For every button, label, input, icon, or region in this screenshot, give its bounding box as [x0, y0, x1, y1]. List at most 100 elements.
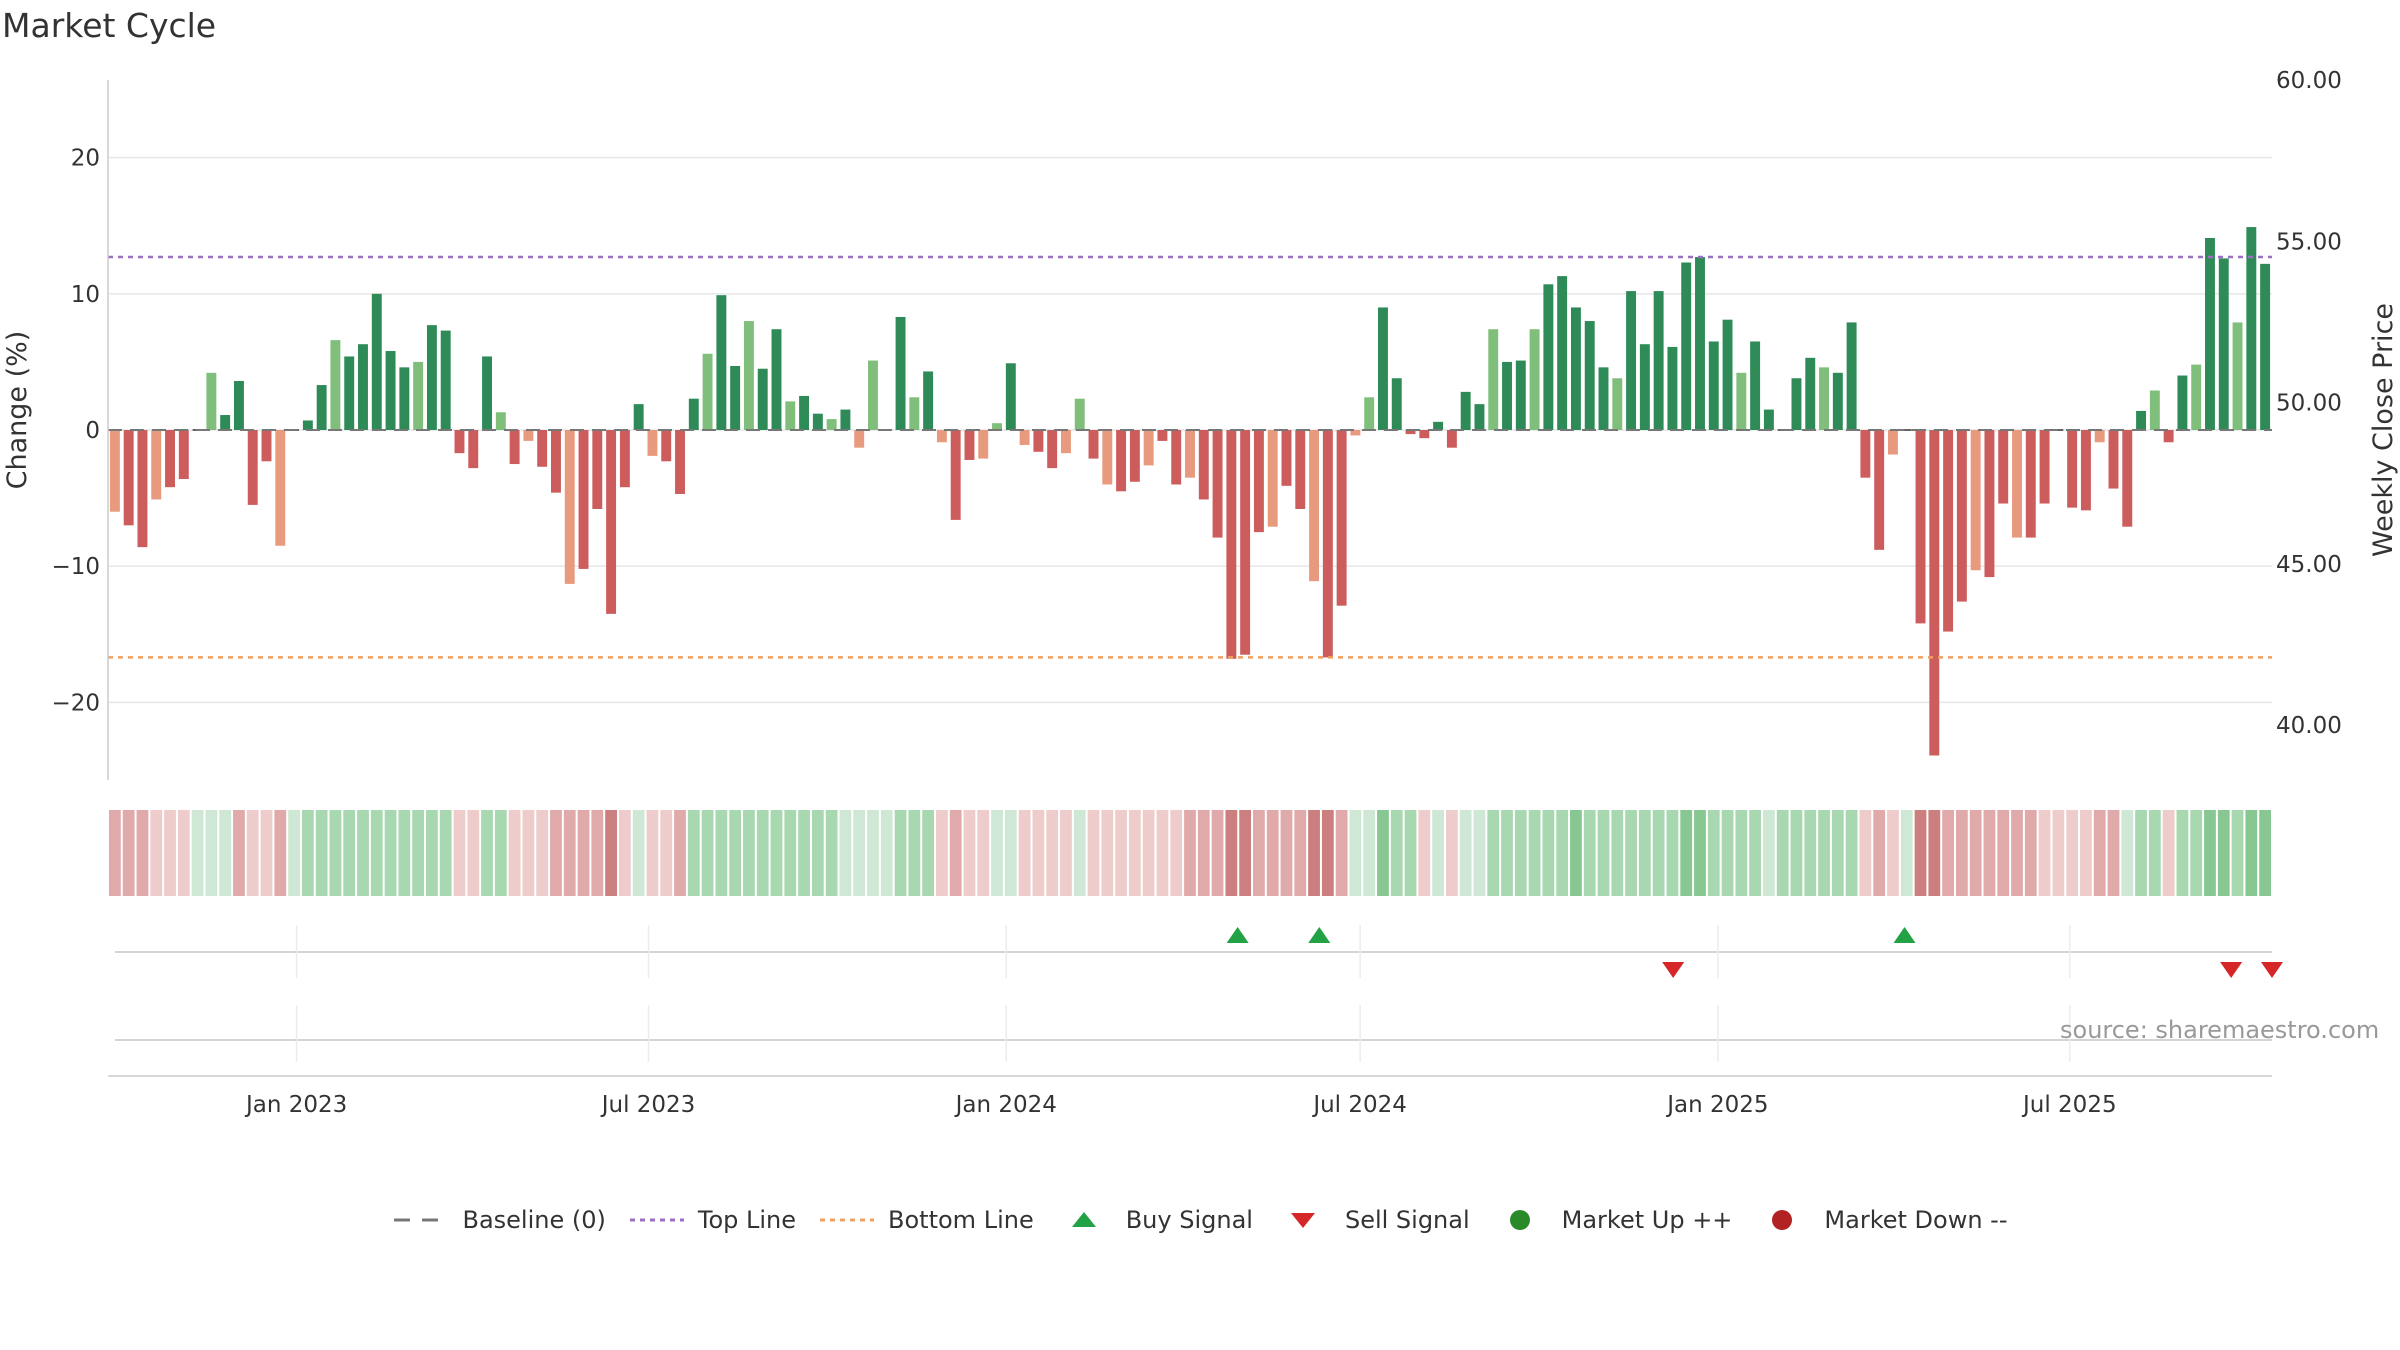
bar [1088, 430, 1099, 459]
bar [316, 385, 327, 430]
bar [2218, 258, 2229, 430]
bar [619, 430, 630, 488]
regime-cell [453, 810, 466, 896]
bar [2080, 430, 2091, 511]
bar [1998, 430, 2009, 504]
regime-cell [412, 810, 425, 896]
y2-tick-label: 60.00 [2276, 68, 2342, 94]
regime-cell [1239, 810, 1252, 896]
bar [233, 380, 244, 430]
y2-tick-label: 55.00 [2276, 229, 2342, 255]
regime-cell [1707, 810, 1720, 896]
bar [371, 293, 382, 430]
regime-cell [880, 810, 893, 896]
regime-cell [1321, 810, 1334, 896]
regime-cell [908, 810, 921, 896]
regime-cell [508, 810, 521, 896]
bar [1626, 291, 1637, 430]
bar [206, 372, 217, 430]
bar [2108, 430, 2119, 489]
regime-cell [811, 810, 824, 896]
regime-cell [1556, 810, 1569, 896]
bar [1860, 430, 1871, 478]
regime-cell [1170, 810, 1183, 896]
regime-cell [1997, 810, 2010, 896]
bar [330, 340, 341, 430]
bar [1557, 276, 1568, 430]
x-tick-label: Jul 2023 [600, 1092, 696, 1118]
regime-cell [2135, 810, 2147, 896]
legend-label: Bottom Line [888, 1206, 1034, 1234]
regime-cell [398, 810, 411, 896]
regime-cell [867, 810, 879, 896]
bar [578, 430, 589, 569]
regime-cell [1611, 810, 1624, 896]
bar [1667, 346, 1678, 430]
regime-cell [522, 810, 535, 896]
bar [468, 430, 479, 469]
regime-cell [1776, 810, 1789, 896]
bar [1019, 430, 1030, 445]
regime-cell [1501, 810, 1513, 896]
regime-cell [1680, 810, 1693, 896]
regime-cell [1583, 810, 1596, 896]
bar [1805, 357, 1816, 430]
bar [1253, 430, 1264, 533]
bar [1102, 430, 1113, 485]
regime-cell [991, 810, 1003, 896]
bar [523, 430, 534, 441]
bar [302, 420, 313, 430]
regime-cell [260, 810, 273, 896]
regime-cell [329, 810, 342, 896]
bar [1695, 257, 1705, 430]
regime-cell [1184, 810, 1196, 896]
bar [1116, 430, 1127, 492]
legend-item: Market Up ++ [1492, 1206, 1733, 1234]
regime-cell [536, 810, 549, 896]
buy-signal-marker [1893, 927, 1916, 943]
bar [1295, 430, 1306, 509]
bar [1915, 430, 1926, 624]
bar [2191, 364, 2202, 430]
regime-cell [2217, 810, 2230, 896]
bar [675, 430, 685, 495]
bar [399, 367, 410, 430]
bar [2177, 375, 2188, 430]
regime-cell [1390, 810, 1403, 896]
y-tick-label: 10 [71, 282, 100, 308]
bar [688, 398, 699, 430]
bar [165, 430, 175, 488]
bar [1185, 430, 1195, 478]
regime-cell [563, 810, 576, 896]
legend-label: Market Up ++ [1561, 1206, 1733, 1234]
bar [1281, 430, 1292, 486]
regime-cell [1087, 810, 1100, 896]
regime-cell [1142, 810, 1155, 896]
regime-cell [798, 810, 810, 896]
regime-cell [1101, 810, 1114, 896]
bar [716, 295, 727, 430]
regime-cell [1652, 810, 1665, 896]
regime-cell [109, 810, 121, 896]
regime-cell [632, 810, 645, 896]
regime-cell [1280, 810, 1293, 896]
bar [1460, 391, 1471, 430]
sell-signal-marker [1662, 962, 1685, 978]
x-tick-label: Jul 2025 [2021, 1092, 2117, 1118]
regime-cell [1845, 810, 1858, 896]
regime-cell [1253, 810, 1265, 896]
regime-cell [1046, 810, 1059, 896]
regime-cell [1942, 810, 1954, 896]
regime-cell [1914, 810, 1927, 896]
bar [606, 430, 617, 614]
bar [1874, 430, 1885, 550]
regime-cell [1032, 810, 1045, 896]
y2-tick-label: 45.00 [2276, 552, 2342, 578]
bar [275, 430, 286, 546]
regime-cell [1666, 810, 1679, 896]
bar [1819, 367, 1830, 430]
regime-cell [1831, 810, 1844, 896]
bar [2163, 430, 2174, 443]
y-tick-label: 0 [85, 418, 100, 444]
regime-cell [439, 810, 452, 896]
